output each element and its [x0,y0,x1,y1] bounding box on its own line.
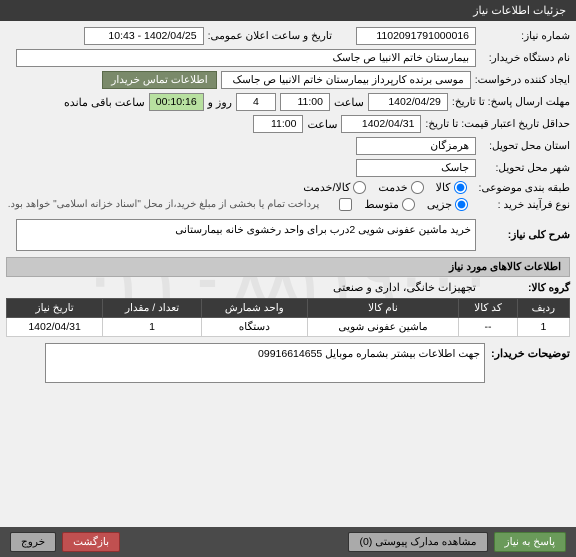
footer-bar: پاسخ به نیاز مشاهده مدارک پیوستی (0) باز… [0,527,576,557]
city-value: جاسک [356,159,476,177]
group-label: گروه کالا: [480,282,570,294]
process-note: پرداخت تمام یا بخشی از مبلغ خرید،از محل … [8,199,320,210]
classify-option-service[interactable]: خدمت [378,181,423,194]
deadline-days-label: روز و [208,96,232,109]
cell-code: -- [459,318,517,337]
exit-button[interactable]: خروج [10,532,56,552]
classify-label: طبقه بندی موضوعی: [479,182,570,194]
back-button[interactable]: بازگشت [62,532,120,552]
cell-qty: 1 [103,318,202,337]
price-validity-time-label: ساعت [307,118,337,131]
treasury-checkbox[interactable] [339,198,352,211]
classify-option-goods[interactable]: کالا [436,181,467,194]
reply-button[interactable]: پاسخ به نیاز [494,532,566,552]
deadline-days: 4 [236,93,276,111]
col-date: تاریخ نیاز [7,299,103,318]
province-label: استان محل تحویل: [480,140,570,152]
buyer-notes-value: جهت اطلاعات بیشتر بشماره موبایل 09916614… [45,343,485,383]
general-desc-label: شرح کلی نیاز: [480,229,570,241]
cell-name: ماشین عفونی شویی [307,318,459,337]
deadline-date: 1402/04/29 [368,93,448,111]
cell-row: 1 [517,318,569,337]
need-number-value: 1102091791000016 [356,27,476,45]
table-row[interactable]: 1 -- ماشین عفونی شویی دستگاه 1 1402/04/3… [7,318,570,337]
header-title: جزئیات اطلاعات نیاز [473,5,566,17]
process-radio-minor[interactable] [455,198,468,211]
requester-value: موسی برنده کارپرداز بیمارستان خاتم الانب… [221,71,471,89]
table-header-row: ردیف کد کالا نام کالا واحد شمارش تعداد /… [7,299,570,318]
general-desc-value: خرید ماشین عفونی شویی 2درب برای واحد رخش… [16,219,476,251]
col-code: کد کالا [459,299,517,318]
process-radio-medium[interactable] [402,198,415,211]
deadline-label: مهلت ارسال پاسخ: تا تاریخ: [452,96,570,108]
process-label: نوع فرآیند خرید : [480,199,570,211]
need-number-label: شماره نیاز: [480,30,570,42]
col-row: ردیف [517,299,569,318]
classify-radio-service[interactable] [411,181,424,194]
attachments-button[interactable]: مشاهده مدارک پیوستی (0) [348,532,487,552]
main-content: شماره نیاز: 1102091791000016 تاریخ و ساع… [0,21,576,389]
header-bar: جزئیات اطلاعات نیاز [0,0,576,21]
price-validity-time: 11:00 [253,115,303,133]
requester-label: ایجاد کننده درخواست: [475,74,570,86]
col-unit: واحد شمارش [201,299,307,318]
contact-buyer-button[interactable]: اطلاعات تماس خریدار [102,71,216,89]
deadline-remaining: 00:10:16 [149,93,204,111]
items-table: ردیف کد کالا نام کالا واحد شمارش تعداد /… [6,298,570,337]
buyer-notes-label: توضیحات خریدار: [491,343,570,383]
process-option-medium[interactable]: متوسط [364,198,415,211]
classify-option-both[interactable]: کالا/خدمت [303,181,366,194]
deadline-time-label: ساعت [334,96,364,109]
classify-radio-both[interactable] [353,181,366,194]
price-validity-date: 1402/04/31 [341,115,421,133]
classify-radio-goods[interactable] [454,181,467,194]
process-option-minor[interactable]: جزیی [427,198,468,211]
province-value: هرمزگان [356,137,476,155]
cell-date: 1402/04/31 [7,318,103,337]
col-qty: تعداد / مقدار [103,299,202,318]
city-label: شهر محل تحویل: [480,162,570,174]
announce-label: تاریخ و ساعت اعلان عمومی: [208,30,332,42]
cell-unit: دستگاه [201,318,307,337]
buyer-org-value: بیمارستان خاتم الانبیا ص جاسک [16,49,476,67]
buyer-org-label: نام دستگاه خریدار: [480,52,570,64]
announce-value: 1402/04/25 - 10:43 [84,27,204,45]
items-section-header: اطلاعات کالاهای مورد نیاز [6,257,570,277]
group-value: تجهیزات خانگی، اداری و صنعتی [333,281,476,294]
price-validity-label: حداقل تاریخ اعتبار قیمت: تا تاریخ: [425,118,570,130]
col-name: نام کالا [307,299,459,318]
deadline-time: 11:00 [280,93,330,111]
deadline-remain-label: ساعت باقی مانده [64,96,145,109]
